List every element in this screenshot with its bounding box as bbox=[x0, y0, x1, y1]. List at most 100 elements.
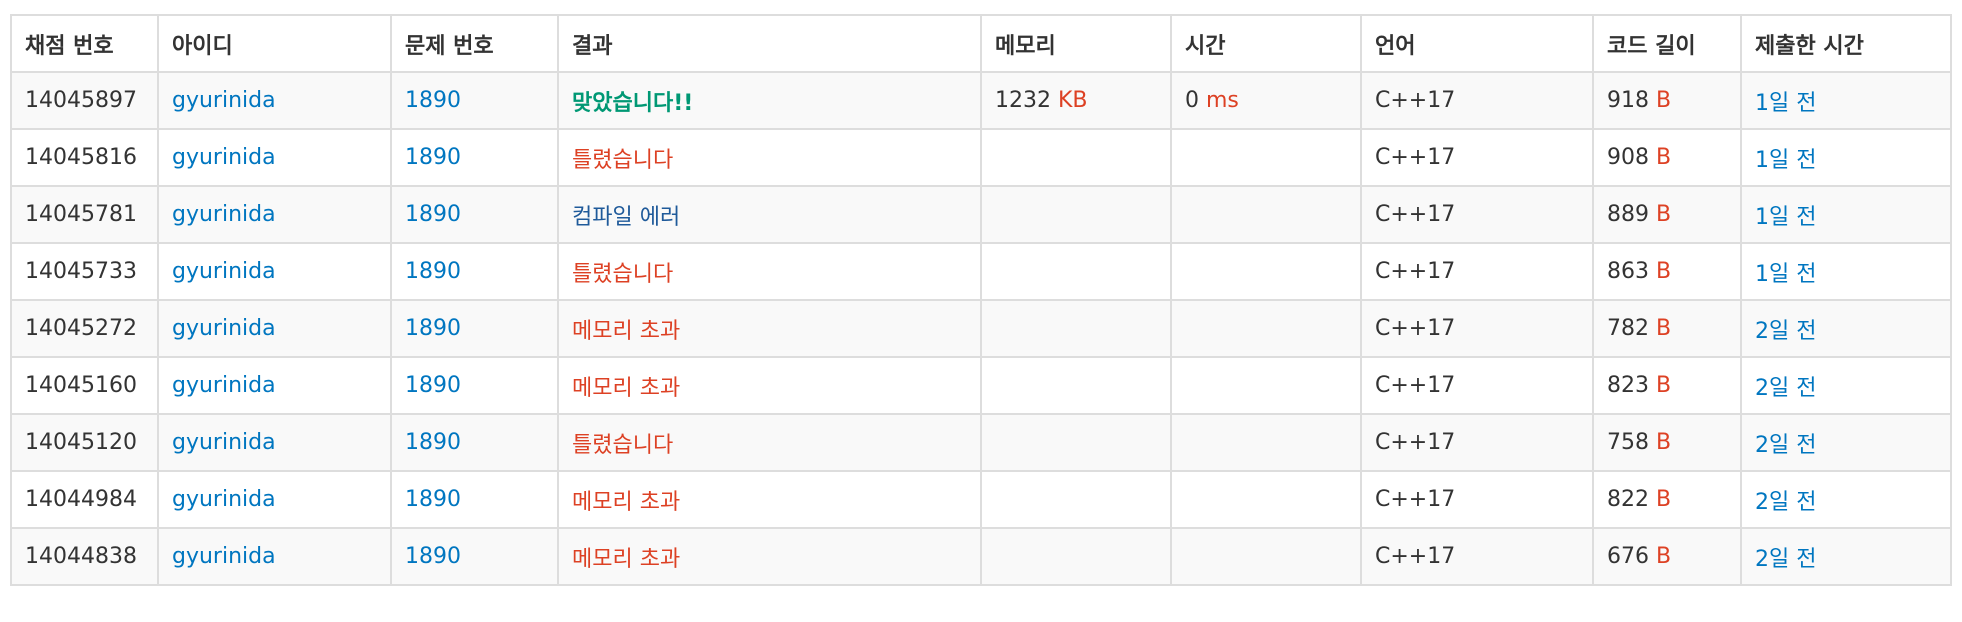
user-id-cell[interactable]: gyurinida bbox=[157, 128, 392, 187]
code-length-unit: B bbox=[1656, 88, 1672, 113]
problem-number-cell[interactable]: 1890 bbox=[390, 356, 559, 415]
submitted-time-link[interactable]: 1일 전 bbox=[1755, 204, 1817, 230]
submitted-time-link[interactable]: 1일 전 bbox=[1755, 90, 1817, 116]
submitted-time-cell[interactable]: 1일 전 bbox=[1740, 242, 1952, 301]
result-status: 메모리 초과 bbox=[572, 546, 681, 572]
language-cell: C++17 bbox=[1360, 356, 1594, 415]
result-status: 틀렸습니다 bbox=[572, 261, 674, 287]
submission-id-cell: 14045733 bbox=[10, 242, 159, 301]
table-row: 14044984 gyurinida 1890 메모리 초과 C++17 822 B 2일 … bbox=[10, 470, 1952, 529]
problem-link[interactable]: 1890 bbox=[405, 430, 461, 455]
user-id-cell[interactable]: gyurinida bbox=[157, 299, 392, 358]
table-row: 14045733 gyurinida 1890 틀렸습니다 C++17 863 B 1일 전 bbox=[10, 242, 1952, 301]
header-code-length: 코드 길이 bbox=[1592, 14, 1742, 73]
problem-number-cell[interactable]: 1890 bbox=[390, 470, 559, 529]
problem-link[interactable]: 1890 bbox=[405, 202, 461, 227]
language-cell: C++17 bbox=[1360, 242, 1594, 301]
code-length-cell: 889 B bbox=[1592, 185, 1742, 244]
problem-link[interactable]: 1890 bbox=[405, 145, 461, 170]
table-row: 14045272 gyurinida 1890 메모리 초과 C++17 782 B 2일 … bbox=[10, 299, 1952, 358]
submitted-time-link[interactable]: 2일 전 bbox=[1755, 432, 1817, 458]
code-length-cell: 822 B bbox=[1592, 470, 1742, 529]
problem-link[interactable]: 1890 bbox=[405, 487, 461, 512]
problem-number-cell[interactable]: 1890 bbox=[390, 242, 559, 301]
problem-number-cell[interactable]: 1890 bbox=[390, 527, 559, 586]
submission-id-cell: 14045120 bbox=[10, 413, 159, 472]
problem-link[interactable]: 1890 bbox=[405, 88, 461, 113]
user-link[interactable]: gyurinida bbox=[172, 202, 276, 227]
code-length-unit: B bbox=[1656, 430, 1672, 455]
user-link[interactable]: gyurinida bbox=[172, 145, 276, 170]
submitted-time-link[interactable]: 2일 전 bbox=[1755, 318, 1817, 344]
submitted-time-link[interactable]: 1일 전 bbox=[1755, 147, 1817, 173]
submitted-time-link[interactable]: 1일 전 bbox=[1755, 261, 1817, 287]
user-id-cell[interactable]: gyurinida bbox=[157, 185, 392, 244]
memory-cell bbox=[980, 356, 1172, 415]
problem-number-cell[interactable]: 1890 bbox=[390, 413, 559, 472]
result-cell: 메모리 초과 bbox=[557, 527, 982, 586]
submission-id-cell: 14044984 bbox=[10, 470, 159, 529]
header-time: 시간 bbox=[1170, 14, 1362, 73]
user-link[interactable]: gyurinida bbox=[172, 544, 276, 569]
code-length-unit: B bbox=[1656, 316, 1672, 341]
submission-status-table: 채점 번호 아이디 문제 번호 결과 메모리 시간 언어 코드 길이 제출한 시… bbox=[10, 14, 1952, 586]
problem-number-cell[interactable]: 1890 bbox=[390, 71, 559, 130]
user-link[interactable]: gyurinida bbox=[172, 259, 276, 284]
time-cell bbox=[1170, 356, 1362, 415]
submitted-time-cell[interactable]: 2일 전 bbox=[1740, 470, 1952, 529]
memory-cell bbox=[980, 299, 1172, 358]
header-language: 언어 bbox=[1360, 14, 1594, 73]
submitted-time-cell[interactable]: 1일 전 bbox=[1740, 185, 1952, 244]
problem-number-cell[interactable]: 1890 bbox=[390, 128, 559, 187]
submitted-time-cell[interactable]: 2일 전 bbox=[1740, 413, 1952, 472]
submitted-time-link[interactable]: 2일 전 bbox=[1755, 489, 1817, 515]
code-length-value: 863 bbox=[1607, 259, 1649, 284]
result-cell: 메모리 초과 bbox=[557, 470, 982, 529]
code-length-cell: 676 B bbox=[1592, 527, 1742, 586]
language-value: C++17 bbox=[1375, 373, 1456, 398]
memory-cell bbox=[980, 470, 1172, 529]
user-link[interactable]: gyurinida bbox=[172, 316, 276, 341]
problem-link[interactable]: 1890 bbox=[405, 544, 461, 569]
time-cell bbox=[1170, 185, 1362, 244]
result-cell: 메모리 초과 bbox=[557, 299, 982, 358]
language-value: C++17 bbox=[1375, 202, 1456, 227]
status-table-container: 채점 번호 아이디 문제 번호 결과 메모리 시간 언어 코드 길이 제출한 시… bbox=[10, 14, 1952, 586]
submission-id: 14045120 bbox=[25, 430, 137, 455]
user-id-cell[interactable]: gyurinida bbox=[157, 470, 392, 529]
user-id-cell[interactable]: gyurinida bbox=[157, 527, 392, 586]
problem-number-cell[interactable]: 1890 bbox=[390, 299, 559, 358]
header-submitted-time: 제출한 시간 bbox=[1740, 14, 1952, 73]
header-problem-number: 문제 번호 bbox=[390, 14, 559, 73]
problem-link[interactable]: 1890 bbox=[405, 259, 461, 284]
submitted-time-link[interactable]: 2일 전 bbox=[1755, 375, 1817, 401]
submitted-time-cell[interactable]: 2일 전 bbox=[1740, 527, 1952, 586]
submitted-time-link[interactable]: 2일 전 bbox=[1755, 546, 1817, 572]
user-id-cell[interactable]: gyurinida bbox=[157, 356, 392, 415]
language-cell: C++17 bbox=[1360, 185, 1594, 244]
result-status[interactable]: 컴파일 에러 bbox=[572, 204, 681, 230]
user-id-cell[interactable]: gyurinida bbox=[157, 242, 392, 301]
user-link[interactable]: gyurinida bbox=[172, 430, 276, 455]
submitted-time-cell[interactable]: 2일 전 bbox=[1740, 299, 1952, 358]
user-id-cell[interactable]: gyurinida bbox=[157, 413, 392, 472]
table-header-row: 채점 번호 아이디 문제 번호 결과 메모리 시간 언어 코드 길이 제출한 시… bbox=[10, 14, 1952, 73]
submitted-time-cell[interactable]: 1일 전 bbox=[1740, 128, 1952, 187]
submission-id-cell: 14045781 bbox=[10, 185, 159, 244]
submitted-time-cell[interactable]: 1일 전 bbox=[1740, 71, 1952, 130]
user-link[interactable]: gyurinida bbox=[172, 373, 276, 398]
result-status: 메모리 초과 bbox=[572, 375, 681, 401]
submitted-time-cell[interactable]: 2일 전 bbox=[1740, 356, 1952, 415]
result-cell[interactable]: 컴파일 에러 bbox=[557, 185, 982, 244]
result-status: 메모리 초과 bbox=[572, 318, 681, 344]
code-length-value: 676 bbox=[1607, 544, 1649, 569]
header-submission-id: 채점 번호 bbox=[10, 14, 159, 73]
problem-link[interactable]: 1890 bbox=[405, 373, 461, 398]
user-link[interactable]: gyurinida bbox=[172, 88, 276, 113]
problem-link[interactable]: 1890 bbox=[405, 316, 461, 341]
user-id-cell[interactable]: gyurinida bbox=[157, 71, 392, 130]
user-link[interactable]: gyurinida bbox=[172, 487, 276, 512]
code-length-value: 758 bbox=[1607, 430, 1649, 455]
problem-number-cell[interactable]: 1890 bbox=[390, 185, 559, 244]
submission-id: 14045897 bbox=[25, 88, 137, 113]
